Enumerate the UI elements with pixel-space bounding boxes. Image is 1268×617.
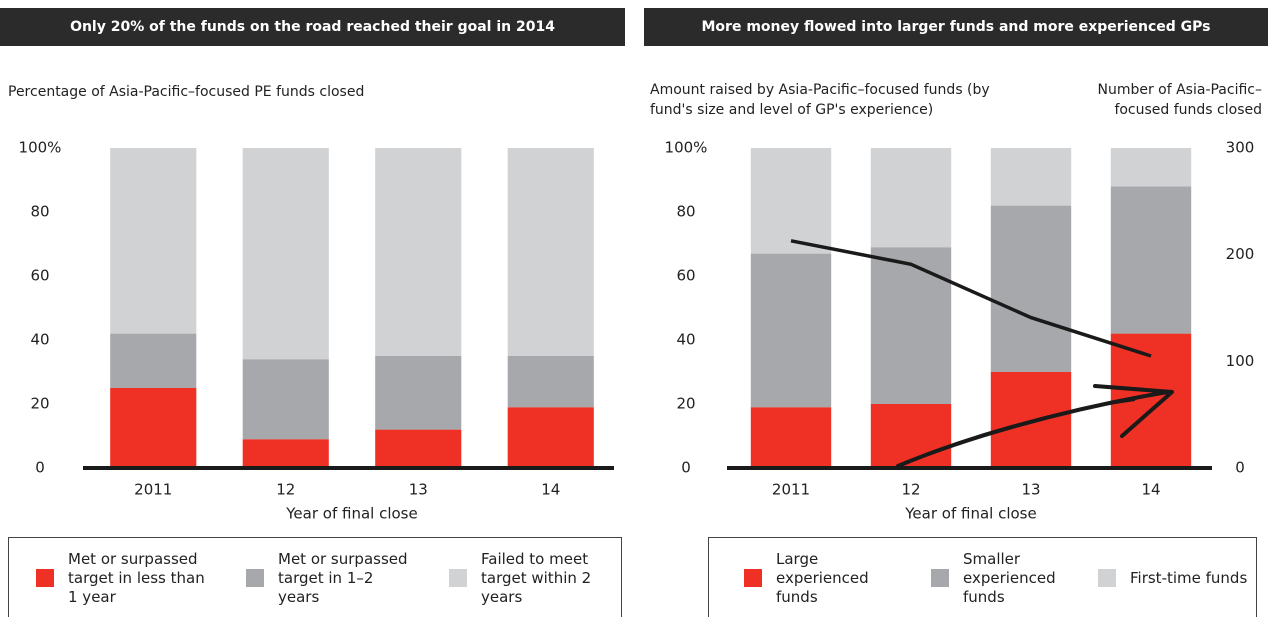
- legend-label: Failed to meet target within 2 years: [481, 549, 592, 606]
- plot: 0 20 40 60 80 100% 2011 12 13 14 Year of final clo…: [19, 139, 614, 523]
- legend-label: Smaller experienced funds: [963, 549, 1056, 606]
- bar-segment: [507, 407, 594, 468]
- y-tick-label: 40: [30, 331, 49, 349]
- y-axis-label: Percentage of Asia-Pacific–focused PE fu…: [8, 84, 365, 100]
- chart-panel: More money flowed into larger funds and …: [644, 0, 1268, 617]
- bar-segment: [507, 148, 594, 356]
- plot: 0 20 40 60 80 100% 0 100 200 300 2011 12 13 14 Year of…: [665, 139, 1255, 523]
- legend: Large experienced funds Smaller experienc…: [708, 537, 1257, 617]
- legend-swatch: [744, 569, 762, 587]
- legend-item: First-time funds: [1098, 538, 1260, 617]
- legend-label: Large experienced funds: [776, 549, 869, 606]
- legend-item: Met or surpassed target in 1–2 years: [246, 538, 418, 617]
- y-tick-label: 20: [676, 395, 695, 413]
- y-tick-label: 80: [30, 203, 49, 221]
- bar-segment: [110, 333, 197, 388]
- legend-item: Large experienced funds: [744, 538, 906, 617]
- legend-item: Failed to meet target within 2 years: [449, 538, 621, 617]
- x-tick-label: 12: [901, 481, 920, 499]
- y-tick-label: 100%: [19, 139, 62, 157]
- bar-segment: [375, 356, 462, 430]
- y2-tick-label: 100: [1226, 352, 1255, 370]
- legend-item: Met or surpassed target in less than 1 y…: [36, 538, 208, 617]
- legend-label: First-time funds: [1130, 568, 1248, 587]
- bar-segment: [110, 148, 197, 334]
- x-tick-label: 12: [276, 481, 295, 499]
- y-tick-label: 80: [676, 203, 695, 221]
- y-axis-label: Amount raised by Asia-Pacific–focused fu…: [650, 82, 990, 118]
- bar-segment: [870, 148, 952, 248]
- x-tick-label: 14: [541, 481, 560, 499]
- bar-segment: [750, 253, 832, 408]
- bar-segment: [242, 439, 329, 468]
- bar-segment: [750, 148, 832, 254]
- x-tick-label: 2011: [134, 481, 172, 499]
- bar-segment: [110, 388, 197, 468]
- x-axis-label: Year of final close: [285, 505, 417, 523]
- bar-segment: [870, 404, 952, 468]
- bar-segment: [750, 407, 832, 468]
- legend-swatch: [449, 569, 467, 587]
- y-tick-label: 100%: [665, 139, 708, 157]
- bar-segment: [375, 148, 462, 356]
- legend-item: Smaller experienced funds: [931, 538, 1093, 617]
- bar-segment: [242, 359, 329, 440]
- bar-segment: [990, 372, 1072, 468]
- bar-segment: [375, 429, 462, 468]
- legend-swatch: [36, 569, 54, 587]
- legend-swatch: [246, 569, 264, 587]
- y2-tick-label: 200: [1226, 245, 1255, 263]
- y-tick-label: 60: [676, 267, 695, 285]
- y-tick-label: 40: [676, 331, 695, 349]
- y2-tick-label: 0: [1235, 459, 1245, 477]
- bar-segment: [870, 247, 952, 404]
- y-tick-label: 60: [30, 267, 49, 285]
- chart-title: Only 20% of the funds on the road reache…: [0, 8, 625, 46]
- x-tick-label: 2011: [772, 481, 810, 499]
- bar-segment: [242, 148, 329, 360]
- x-axis-label: Year of final close: [904, 505, 1036, 523]
- legend-label: Met or surpassed target in less than 1 y…: [68, 549, 205, 606]
- x-tick-label: 13: [1021, 481, 1040, 499]
- y2-tick-label: 300: [1226, 139, 1255, 157]
- bar-segment: [507, 356, 594, 408]
- legend: Met or surpassed target in less than 1 y…: [8, 537, 622, 617]
- legend-swatch: [931, 569, 949, 587]
- chart-title: More money flowed into larger funds and …: [644, 8, 1268, 46]
- bar-segment: [1110, 148, 1192, 187]
- bar-segment: [1110, 186, 1192, 334]
- y2-axis-label: Number of Asia-Pacific–focused funds clo…: [1097, 82, 1262, 118]
- y-tick-label: 0: [35, 459, 45, 477]
- y-tick-label: 20: [30, 395, 49, 413]
- bar-segment: [990, 205, 1072, 372]
- legend-label: Met or surpassed target in 1–2 years: [278, 549, 408, 606]
- chart-panel: Only 20% of the funds on the road reache…: [0, 0, 625, 617]
- bar-segment: [990, 148, 1072, 206]
- x-tick-label: 13: [409, 481, 428, 499]
- legend-swatch: [1098, 569, 1116, 587]
- y-tick-label: 0: [681, 459, 691, 477]
- line-series: [790, 239, 1152, 358]
- bar-segment: [1110, 333, 1192, 468]
- x-tick-label: 14: [1141, 481, 1160, 499]
